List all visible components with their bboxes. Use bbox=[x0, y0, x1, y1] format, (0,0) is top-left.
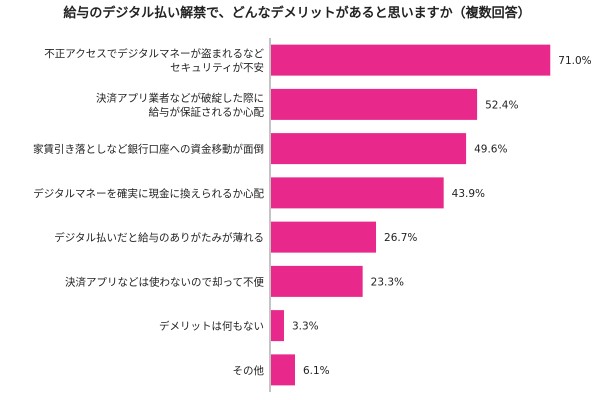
category-label-6: デメリットは何もない bbox=[159, 320, 264, 333]
bar-2 bbox=[271, 133, 467, 165]
bar-0 bbox=[271, 44, 551, 76]
value-label-6: 3.3% bbox=[292, 321, 319, 333]
value-label-1: 52.4% bbox=[485, 99, 518, 111]
value-label-3: 43.9% bbox=[452, 188, 485, 200]
category-label-2: 家賃引き落としなど銀行口座への資金移動が面倒 bbox=[33, 143, 264, 156]
category-label-4: デジタル払いだと給与のありがたみが薄れる bbox=[54, 231, 264, 244]
category-label-7: その他 bbox=[233, 364, 265, 377]
category-label-0-line-0: 不正アクセスでデジタルマネーが盗まれるなど bbox=[44, 47, 264, 60]
value-label-0: 71.0% bbox=[558, 55, 591, 67]
value-label-5: 23.3% bbox=[371, 276, 404, 288]
chart-title: 給与のデジタル払い解禁で、どんなデメリットがあると思いますか（複数回答） bbox=[63, 6, 531, 21]
category-label-0-line-1: セキュリティが不安 bbox=[170, 61, 264, 74]
value-label-2: 49.6% bbox=[474, 144, 507, 156]
value-label-7: 6.1% bbox=[303, 365, 330, 377]
category-label-3: デジタルマネーを確実に現金に換えられるか心配 bbox=[33, 187, 264, 200]
bar-1 bbox=[271, 88, 478, 120]
category-label-1-line-0: 決済アプリ業者などが破綻した際に bbox=[96, 91, 264, 104]
bar-4 bbox=[271, 221, 377, 253]
category-label-1-line-1: 給与が保証されるか心配 bbox=[149, 105, 265, 118]
bar-5 bbox=[271, 265, 363, 297]
bar-3 bbox=[271, 177, 444, 209]
bar-7 bbox=[271, 354, 295, 386]
category-label-5: 決済アプリなどは使わないので却って不便 bbox=[65, 275, 264, 288]
bar-6 bbox=[271, 310, 284, 342]
value-label-4: 26.7% bbox=[384, 232, 417, 244]
